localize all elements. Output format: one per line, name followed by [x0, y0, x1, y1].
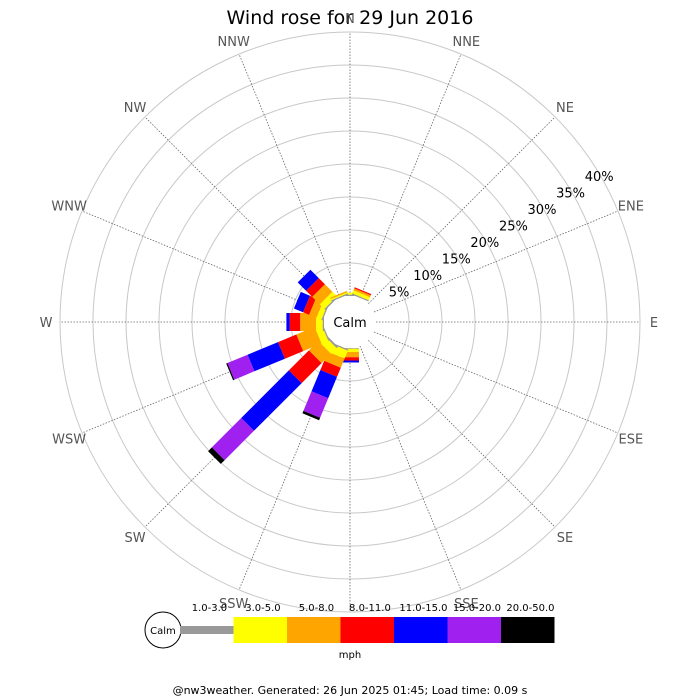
- wind-bar-segment-sw-5: [211, 418, 254, 461]
- wind-bar-segment-sw-3: [288, 350, 322, 384]
- wind-bar-segment-nnw-0: [331, 293, 349, 302]
- direction-label-ssw: SSW: [219, 597, 249, 612]
- wind-bar-segment-nne-2: [353, 288, 371, 298]
- calm-label: Calm: [333, 316, 366, 331]
- wind-bar-segment-nw-2: [312, 284, 333, 305]
- radial-label: 10%: [413, 269, 442, 284]
- legend-swatch-1: [233, 617, 287, 643]
- wind-bar-segment-wsw-3: [278, 334, 304, 359]
- wind-bar-segment-sw-6: [208, 447, 225, 464]
- direction-label-nnw: NNW: [218, 35, 250, 50]
- wind-bar-segment-sw-2: [308, 341, 331, 364]
- legend-label-1: 3.0-5.0: [245, 603, 280, 614]
- radial-label: 5%: [389, 286, 410, 301]
- grid-spoke: [81, 331, 327, 434]
- direction-label-sw: SW: [124, 531, 145, 546]
- radial-label: 35%: [556, 187, 585, 202]
- legend-label-3: 8.0-11.0: [349, 603, 391, 614]
- footer-text: @nw3weather. Generated: 26 Jun 2025 01:4…: [173, 684, 528, 697]
- wind-bar-segment-w-2: [300, 313, 317, 331]
- direction-label-ene: ENE: [618, 200, 644, 215]
- legend-swatch-0: [180, 626, 234, 634]
- radial-label: 30%: [528, 203, 557, 218]
- speed-legend: Calm 1.0-3.0 3.0-5.0 5.0-8.0 8.0-11.0 11.0-15…: [144, 603, 555, 661]
- wind-bar-segment-nw-1: [319, 291, 337, 309]
- direction-label-se: SE: [557, 531, 573, 546]
- direction-label-wsw: WSW: [52, 432, 86, 447]
- grid-spoke: [373, 331, 619, 434]
- grid-spoke: [359, 53, 462, 299]
- legend-label-4: 11.0-15.0: [399, 603, 447, 614]
- direction-label-e: E: [650, 316, 658, 331]
- grid-spoke: [144, 116, 332, 304]
- direction-label-nw: NW: [124, 101, 147, 116]
- grid-spoke: [373, 210, 619, 313]
- wind-bar-segment-wsw-4: [247, 342, 285, 372]
- wind-bar-segment-s-3: [341, 357, 359, 361]
- wind-bar-segment-wnw-4: [293, 291, 310, 313]
- wind-bar-segment-ssw-4: [311, 370, 337, 399]
- legend-calm-label: Calm: [150, 626, 176, 637]
- wind-bar-segment-ssw-3: [320, 360, 341, 377]
- direction-label-wnw: WNW: [51, 200, 87, 215]
- wind-bar-segment-wsw-5: [227, 354, 255, 380]
- legend-label-0: 1.0-3.0: [192, 603, 227, 614]
- radial-label: 15%: [442, 253, 471, 268]
- radial-label: 20%: [470, 236, 499, 251]
- wind-bar-segment-ssw-6: [302, 410, 321, 421]
- wind-bar-segment-s-4: [341, 360, 359, 363]
- grid-spoke: [359, 345, 462, 591]
- direction-label-ese: ESE: [619, 432, 644, 447]
- wind-bars: [208, 269, 372, 464]
- wind-bar-segment-wnw-3: [303, 295, 316, 315]
- wind-bar-segment-nne-3: [354, 287, 372, 296]
- legend-label-5: 15.0-20.0: [453, 603, 501, 614]
- grid-spoke: [368, 340, 556, 528]
- calm-circle: [325, 297, 375, 347]
- wind-bar-segment-nw-3: [306, 278, 325, 297]
- wind-bar-segment-nne-1: [352, 290, 370, 301]
- legend-label-2: 5.0-8.0: [299, 603, 334, 614]
- legend-units: mph: [339, 650, 361, 661]
- wind-bar-segment-nw-4: [297, 269, 319, 291]
- axis-labels: NNNENEENEEESESESSESSSWSWWSWWWNWNWNNW5%10…: [40, 12, 659, 635]
- radial-label: 40%: [585, 170, 614, 185]
- wind-bar-segment-wsw-2: [296, 326, 322, 352]
- legend-label-6: 20.0-50.0: [506, 603, 554, 614]
- direction-label-w: W: [40, 316, 53, 331]
- wind-bar-segment-wsw-6: [226, 363, 235, 381]
- grid-spoke: [238, 53, 341, 299]
- wind-bar-segment-nnw-2: [330, 290, 348, 299]
- grid-spoke: [238, 345, 341, 591]
- direction-label-ne: NE: [556, 101, 574, 116]
- grid-ring: [59, 31, 641, 613]
- legend-swatch-5: [447, 617, 501, 643]
- radial-label: 25%: [499, 220, 528, 235]
- direction-label-n: N: [345, 12, 355, 27]
- direction-label-nne: NNE: [452, 35, 480, 50]
- wind-bar-segment-nne-0: [351, 293, 369, 302]
- legend-swatch-3: [340, 617, 394, 643]
- polar-grid: [59, 31, 641, 613]
- wind-bar-segment-w-3: [289, 313, 301, 331]
- legend-swatch-4: [394, 617, 448, 643]
- wind-bar-segment-nnw-1: [330, 292, 348, 301]
- calm-center: Calm: [325, 297, 375, 347]
- grid-spoke: [81, 210, 327, 313]
- direction-label-sse: SSE: [454, 597, 479, 612]
- wind-bar-segment-sw-4: [241, 370, 302, 431]
- wind-bar-segment-w-4: [286, 313, 290, 331]
- wind-bar-segment-ssw-5: [303, 391, 329, 418]
- wind-bar-segment-ssw-2: [324, 351, 345, 368]
- grid-spoke: [368, 116, 556, 304]
- chart-title: Wind rose for 29 Jun 2016: [227, 7, 474, 29]
- legend-swatch-6: [501, 617, 555, 643]
- legend-swatch-2: [287, 617, 341, 643]
